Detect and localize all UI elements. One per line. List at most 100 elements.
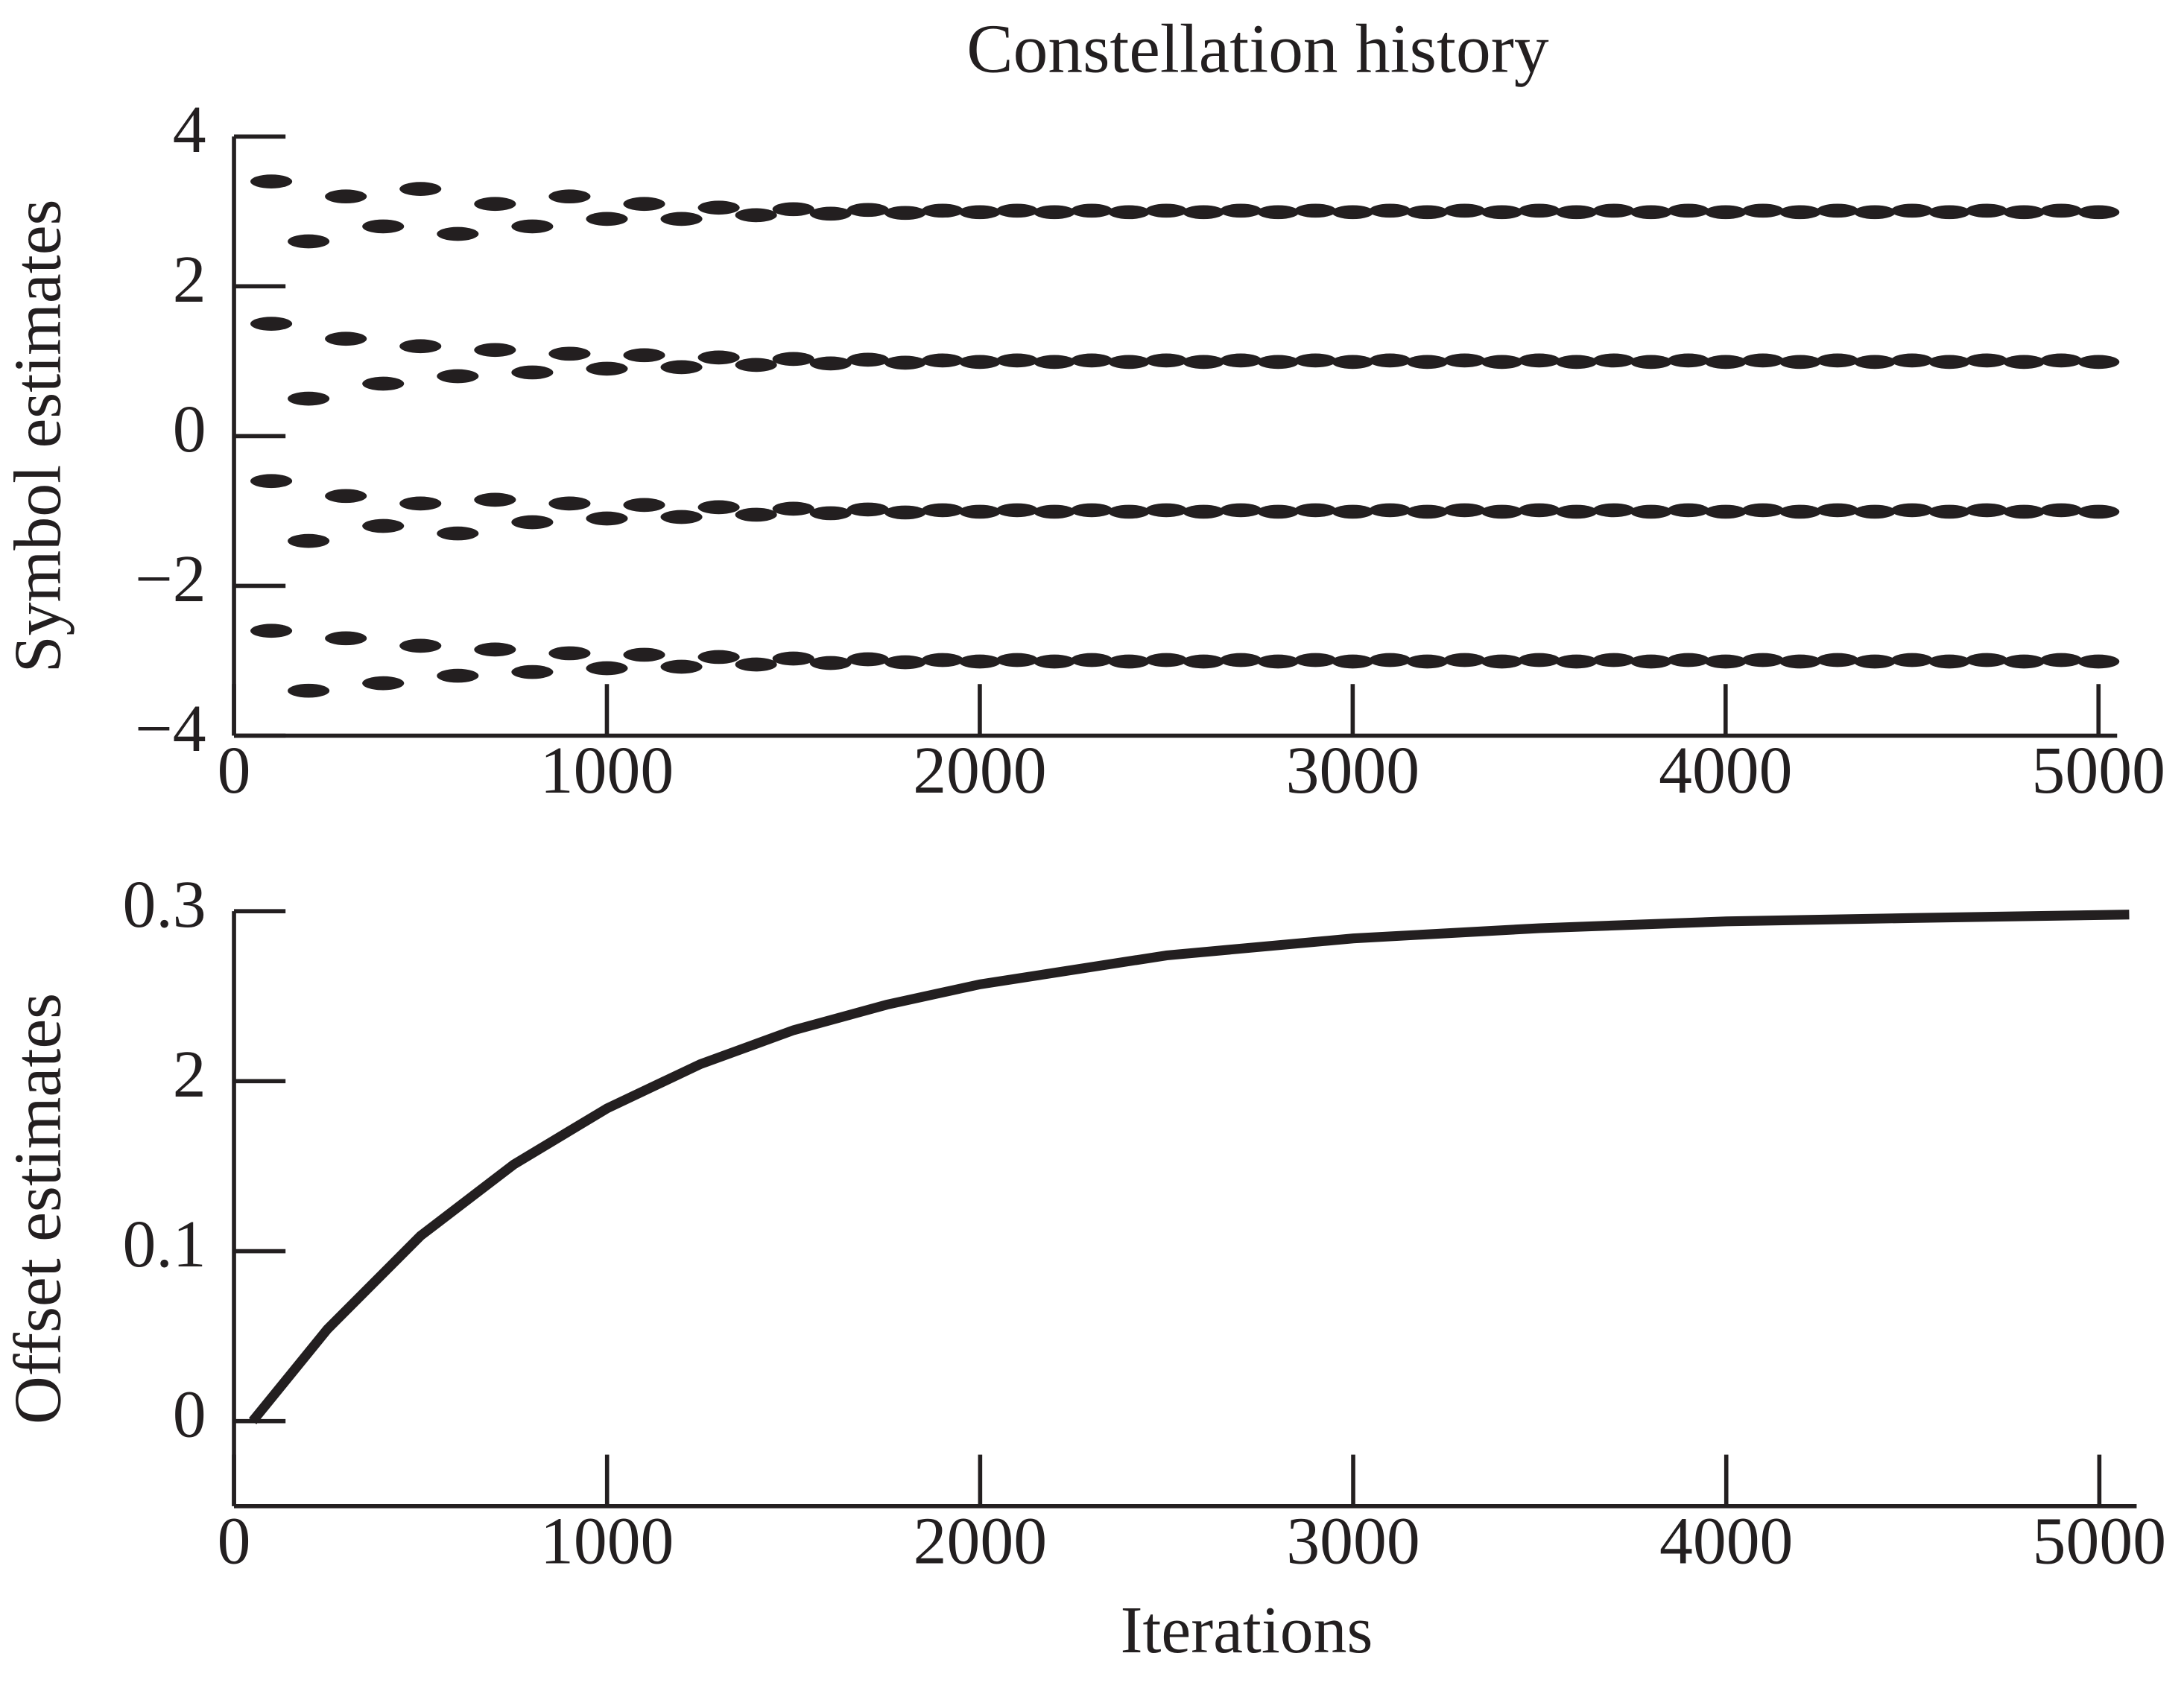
symbol-point [437, 226, 479, 241]
symbol-point [511, 515, 554, 530]
symbol-point [735, 507, 777, 522]
symbol-point [586, 511, 628, 526]
symbol-point [1853, 654, 1896, 669]
x-tick-label: 3000 [1286, 1504, 1419, 1578]
symbol-point [2003, 205, 2045, 220]
x-tick-label: 1000 [540, 1504, 674, 1578]
symbol-point [1369, 353, 1411, 368]
symbol-point [1108, 654, 1150, 669]
symbol-point [1406, 654, 1449, 669]
symbol-point [288, 234, 330, 249]
symbol-point [1518, 203, 1560, 218]
x-axis-label: Iterations [1121, 1593, 1373, 1667]
y-tick-label: 0 [173, 1377, 206, 1451]
y-tick-label: 4 [173, 93, 206, 167]
symbol-point [1667, 653, 1709, 667]
symbol-point [1592, 503, 1635, 518]
symbol-point [2040, 503, 2083, 518]
symbol-point [1406, 504, 1449, 519]
symbol-point [1518, 653, 1560, 667]
symbol-point [884, 505, 926, 520]
symbol-point [1257, 205, 1300, 220]
symbol-point [1741, 353, 1784, 368]
symbol-point [772, 501, 814, 516]
x-tick-label: 5000 [2032, 734, 2165, 808]
symbol-point [1928, 355, 1971, 369]
symbol-point [1966, 203, 2008, 218]
symbol-point [1741, 653, 1784, 667]
symbol-point [362, 518, 405, 533]
symbol-point [1257, 504, 1300, 519]
symbol-point [884, 355, 926, 370]
symbol-point [1481, 504, 1523, 519]
symbol-point [1108, 504, 1150, 519]
symbol-point [1071, 203, 1113, 218]
symbol-point [1145, 203, 1188, 218]
symbol-point [437, 369, 479, 384]
symbol-point [735, 208, 777, 223]
y-tick-label: −2 [135, 542, 206, 616]
symbol-point [996, 353, 1039, 368]
symbol-point [772, 352, 814, 367]
symbol-point [921, 653, 963, 667]
symbol-point [474, 197, 516, 212]
symbol-point [586, 661, 628, 676]
symbol-point [1630, 355, 1672, 369]
symbol-point [325, 631, 367, 646]
y-tick-label: 2 [173, 1038, 206, 1111]
symbol-point [1555, 205, 1598, 220]
symbol-point [623, 348, 665, 363]
symbol-point [1332, 205, 1374, 220]
symbol-point [1890, 503, 1934, 518]
symbol-point [288, 391, 330, 406]
symbol-point [1257, 355, 1300, 369]
symbol-point [1033, 205, 1076, 220]
symbol-point [1369, 203, 1411, 218]
symbol-point [1816, 503, 1858, 518]
symbol-point [809, 506, 852, 521]
symbol-point [362, 376, 405, 391]
symbol-point [1033, 355, 1076, 369]
symbol-point [1220, 503, 1262, 518]
symbol-point [1071, 653, 1113, 667]
symbol-point [1145, 353, 1188, 368]
symbol-point [437, 668, 479, 683]
symbol-point [1779, 654, 1821, 669]
symbol-point [1667, 353, 1709, 368]
symbol-point [2077, 355, 2120, 369]
symbol-point [548, 346, 591, 361]
symbol-point [2003, 355, 2045, 369]
symbol-point [1966, 353, 2008, 368]
symbol-point [1667, 203, 1709, 218]
x-tick-label: 3000 [1286, 734, 1419, 808]
x-tick-label: 2000 [913, 734, 1046, 808]
symbol-point [2077, 504, 2120, 519]
symbol-point [1555, 355, 1598, 369]
symbol-point [1555, 654, 1598, 669]
symbol-point [1928, 504, 1971, 519]
offset-line [248, 910, 2130, 1424]
symbol-point [1779, 205, 1821, 220]
symbol-point [511, 365, 554, 380]
symbol-point [1630, 504, 1672, 519]
symbol-point [1928, 654, 1971, 669]
symbol-point [1183, 355, 1225, 369]
symbol-point [660, 212, 703, 226]
x-tick-label: 0 [218, 734, 251, 808]
symbol-point [1145, 503, 1188, 518]
symbol-point [288, 533, 330, 548]
symbol-point [1071, 353, 1113, 368]
symbol-point [697, 500, 740, 515]
y-tick-label: 0.3 [123, 868, 206, 942]
symbol-point [1443, 203, 1486, 218]
symbol-point [548, 496, 591, 511]
symbol-point [1890, 203, 1934, 218]
symbol-point [2003, 654, 2045, 669]
symbol-point [1443, 353, 1486, 368]
symbol-point [1592, 203, 1635, 218]
symbol-point [2077, 205, 2120, 220]
symbol-point [2040, 653, 2083, 667]
x-tick-label: 1000 [540, 734, 674, 808]
symbol-point [1108, 205, 1150, 220]
